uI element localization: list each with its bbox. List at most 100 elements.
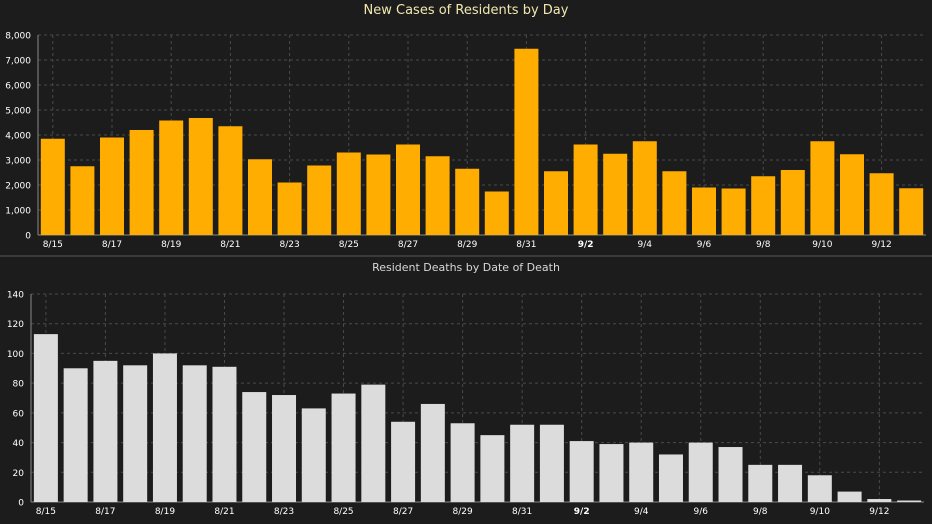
cases-bar-8-25 [336, 152, 361, 235]
cases-bar-8-21 [218, 126, 243, 235]
deaths-x-tick-label: 8/27 [393, 507, 413, 517]
cases-bar-9-5 [662, 171, 687, 235]
deaths-bar-8-20 [182, 365, 207, 502]
cases-y-tick-label: 6,000 [5, 82, 31, 92]
new-cases-chart-title: New Cases of Residents by Day [363, 3, 569, 18]
deaths-chart: 0 20 40 60 80 100 120 140 8/15 8/17 8/19 8/21 8/23 8/… [7, 291, 924, 517]
deaths-x-tick-label: 8/15 [36, 507, 56, 517]
cases-bar-9-3 [603, 153, 628, 235]
cases-y-tick-label: 3,000 [5, 157, 31, 167]
deaths-bar-8-30 [480, 435, 505, 502]
cases-y-tick-label: 1,000 [5, 207, 31, 217]
deaths-x-tick-label: 8/25 [333, 507, 353, 517]
cases-bar-8-19 [159, 120, 184, 235]
cases-x-tick-label: 8/19 [161, 240, 181, 250]
cases-x-tick-label: 8/29 [457, 240, 477, 250]
deaths-bar-8-27 [391, 421, 416, 502]
cases-bar-8-24 [307, 165, 332, 235]
cases-bar-8-20 [188, 118, 213, 235]
cases-bar-9-11 [840, 154, 864, 235]
cases-x-tick-label: 8/25 [339, 240, 359, 250]
cases-bar-9-12 [869, 173, 894, 235]
cases-x-tick-label: 9/8 [756, 240, 771, 250]
cases-x-tick-label: 9/4 [638, 240, 653, 250]
deaths-bar-9-9 [778, 464, 803, 502]
cases-bar-9-6 [692, 187, 716, 235]
deaths-bar-8-26 [361, 384, 386, 502]
deaths-y-tick-label: 80 [13, 380, 25, 390]
cases-y-tick-label: 7,000 [5, 57, 31, 67]
cases-bar-9-2 [573, 144, 598, 235]
cases-bar-8-23 [277, 182, 302, 235]
deaths-y-tick-label: 0 [18, 499, 24, 509]
deaths-x-tick-label: 9/2 [574, 507, 590, 517]
deaths-x-tick-label: 9/6 [694, 507, 709, 517]
deaths-x-tick-label: 8/29 [453, 507, 473, 517]
deaths-y-tick-label: 120 [7, 320, 24, 330]
chart-divider [0, 255, 932, 257]
deaths-x-tick-label: 9/8 [753, 507, 768, 517]
deaths-bar-8-17 [93, 360, 118, 502]
deaths-y-tick-label: 40 [13, 439, 25, 449]
deaths-y-tick-label: 140 [7, 291, 24, 301]
deaths-bar-8-15 [33, 334, 58, 502]
deaths-x-tick-label: 9/4 [634, 507, 649, 517]
cases-bar-9-7 [721, 188, 746, 235]
cases-x-tick-label: 9/12 [871, 240, 891, 250]
deaths-x-tick-label: 9/12 [869, 507, 889, 517]
deaths-chart-panel: Resident Deaths by Date of Death 0 20 40 60… [0, 257, 932, 524]
deaths-bar-8-25 [331, 393, 356, 502]
deaths-bar-9-12 [867, 499, 892, 502]
deaths-bar-9-2 [569, 441, 594, 502]
cases-bar-9-9 [780, 170, 805, 235]
cases-y-tick-label: 0 [25, 232, 31, 242]
deaths-x-tick-label: 8/21 [214, 507, 234, 517]
cases-bar-9-10 [810, 141, 835, 235]
deaths-bar-8-24 [301, 408, 326, 502]
cases-bar-8-16 [70, 166, 95, 235]
cases-x-tick-label: 8/23 [279, 240, 299, 250]
cases-bar-9-8 [751, 176, 776, 235]
deaths-y-tick-label: 20 [13, 469, 25, 479]
cases-bar-8-17 [100, 137, 124, 235]
deaths-chart-title: Resident Deaths by Date of Death [372, 261, 560, 274]
cases-x-tick-label: 8/17 [102, 240, 122, 250]
deaths-bar-8-29 [450, 423, 475, 502]
deaths-bar-8-21 [212, 366, 237, 502]
cases-x-tick-label: 9/2 [578, 240, 594, 250]
deaths-bar-8-28 [420, 403, 445, 502]
deaths-bar-9-1 [539, 424, 564, 502]
deaths-bar-8-31 [510, 424, 535, 502]
cases-bar-8-31 [514, 48, 539, 235]
cases-bar-9-4 [632, 141, 657, 235]
deaths-bar-8-19 [152, 353, 177, 502]
cases-bar-8-29 [455, 168, 480, 235]
cases-bar-8-28 [425, 156, 450, 235]
deaths-bar-9-10 [807, 475, 832, 502]
cases-y-tick-label: 2,000 [5, 182, 31, 192]
cases-bar-8-27 [396, 144, 420, 235]
cases-y-tick-label: 8,000 [5, 32, 31, 42]
cases-y-tick-label: 4,000 [5, 132, 31, 142]
deaths-bar-9-8 [748, 464, 773, 502]
cases-x-tick-label: 9/10 [812, 240, 832, 250]
cases-bar-8-30 [484, 191, 509, 235]
cases-bar-8-15 [40, 138, 65, 235]
cases-x-tick-label: 8/27 [398, 240, 418, 250]
deaths-bar-9-3 [599, 444, 624, 502]
cases-bar-8-22 [248, 159, 272, 235]
deaths-bar-9-7 [718, 447, 743, 502]
cases-y-tick-label: 5,000 [5, 107, 31, 117]
cases-bar-9-1 [544, 171, 568, 235]
deaths-bar-9-6 [688, 442, 713, 502]
cases-x-tick-label: 9/6 [697, 240, 712, 250]
deaths-bar-8-18 [123, 365, 148, 502]
deaths-bar-9-4 [629, 442, 654, 502]
deaths-x-tick-label: 8/19 [155, 507, 175, 517]
cases-x-tick-label: 8/21 [220, 240, 240, 250]
deaths-x-tick-label: 9/10 [810, 507, 830, 517]
deaths-x-tick-label: 8/17 [95, 507, 115, 517]
cases-bar-9-13 [899, 188, 924, 235]
deaths-bar-8-16 [63, 368, 88, 502]
deaths-x-tick-label: 8/23 [274, 507, 294, 517]
